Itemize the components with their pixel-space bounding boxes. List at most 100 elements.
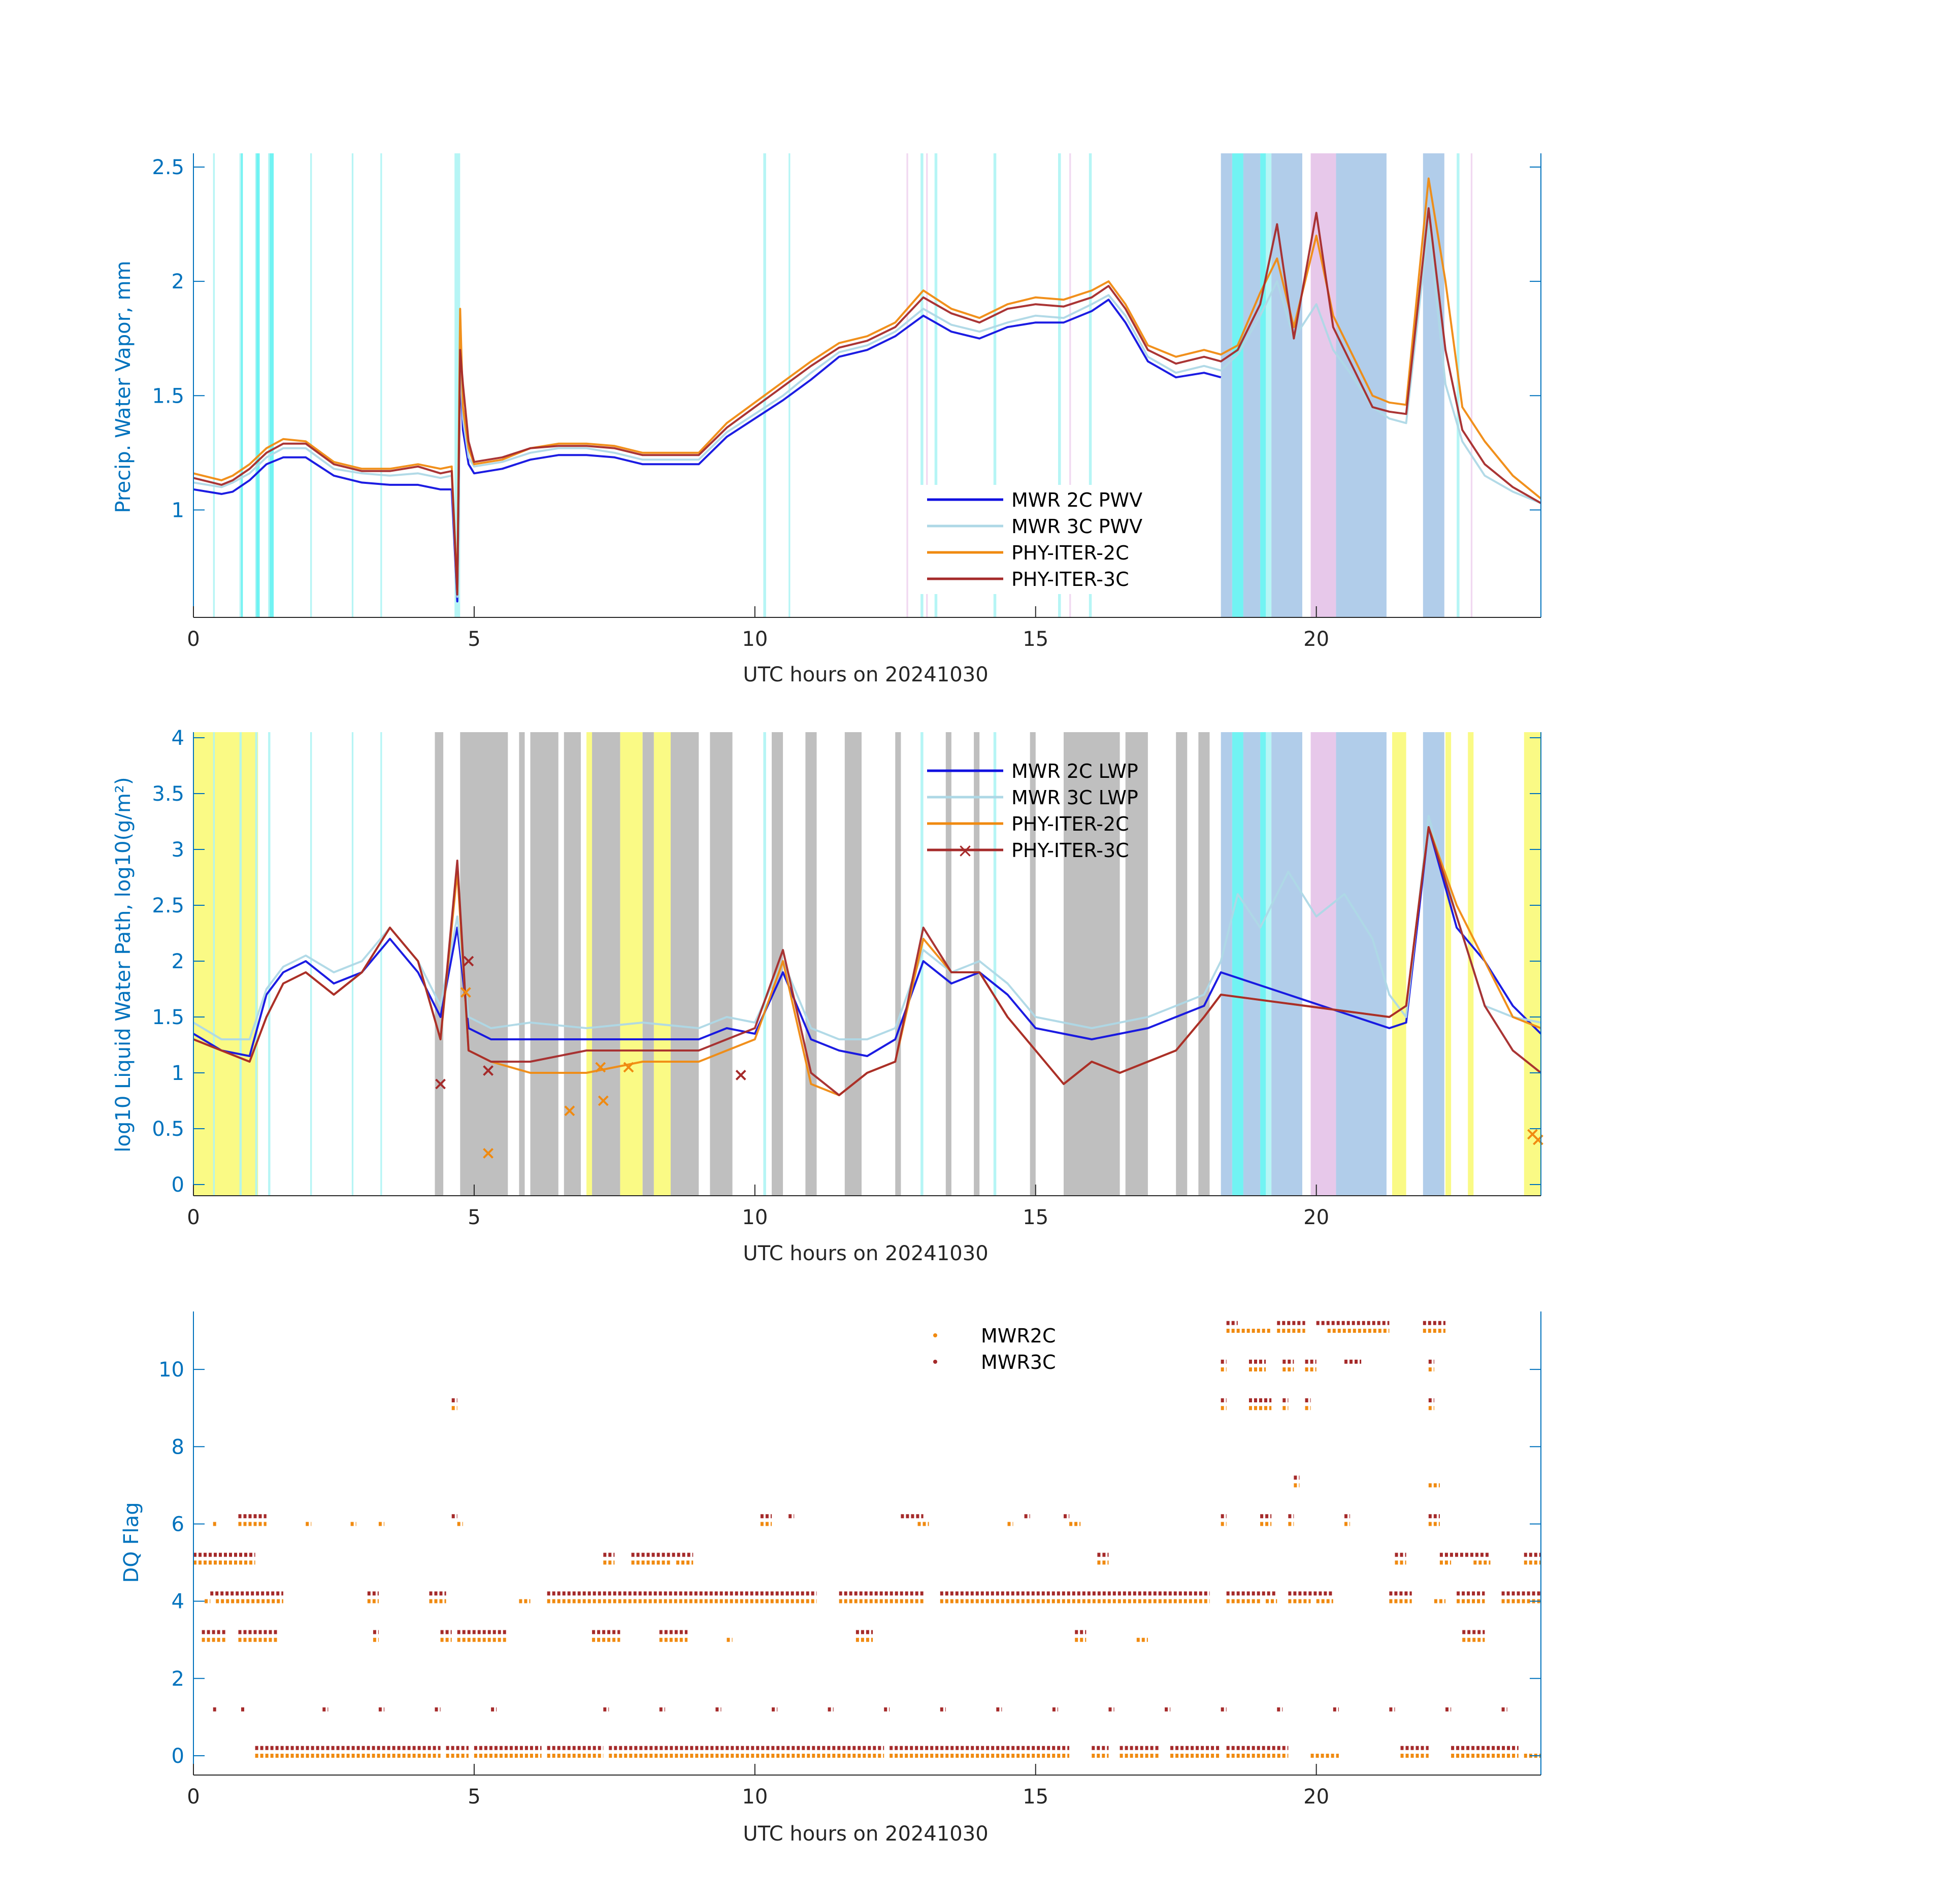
- shade-band-light_cyan: [255, 153, 257, 617]
- shade-band-light_cyan: [763, 153, 766, 617]
- shade-band-blue: [1221, 732, 1232, 1196]
- pwv-series-layer: [193, 177, 1542, 603]
- shade-band-light_cyan: [351, 153, 354, 617]
- lwp-ylabel: log10 Liquid Water Path, log10(g/m²): [112, 777, 135, 1152]
- x-tick-label: 20: [1303, 1206, 1329, 1229]
- x-tick-label: 20: [1303, 1785, 1329, 1809]
- shade-band-light_cyan: [310, 732, 312, 1196]
- marker-x-phy-iter-3c: [435, 1078, 446, 1090]
- y-tick-label: 4: [172, 727, 184, 750]
- marker-x-phy-iter-3c: [483, 1065, 493, 1076]
- dq-xlabel: UTC hours on 20241030: [743, 1822, 988, 1846]
- shade-band-light_cyan: [1058, 153, 1061, 617]
- shade-band-gray: [1064, 732, 1120, 1196]
- shade-band-gray: [1125, 732, 1148, 1196]
- shade-band-gray: [642, 732, 654, 1196]
- shade-band-cyan: [270, 153, 274, 617]
- marker-x-phy-iter-3c: [463, 956, 474, 967]
- shade-band-pink: [1310, 732, 1336, 1196]
- shade-band-gray: [671, 732, 699, 1196]
- shade-band-light_cyan: [1089, 153, 1092, 617]
- x-tick-label: 10: [742, 1785, 768, 1809]
- dq-ylabel: DQ Flag: [120, 1502, 143, 1583]
- shade-band-gray: [844, 732, 862, 1196]
- lwp-series-layer: [192, 815, 1542, 1096]
- pwv-legend-label-mwr3c: MWR 3C PWV: [1011, 515, 1142, 538]
- lwp-legend-marker-phy3c: ×: [957, 839, 973, 862]
- y-tick-label: 2.5: [152, 156, 184, 179]
- dq-legend-label-mwr3c: MWR3C: [981, 1351, 1056, 1373]
- shade-band-light_cyan: [310, 153, 312, 617]
- x-tick-label: 15: [1023, 1785, 1048, 1809]
- shade-band-yellow: [620, 732, 643, 1196]
- shade-band-light_cyan: [934, 153, 938, 617]
- shade-band-light_cyan: [239, 732, 242, 1196]
- shade-band-cyan: [1232, 153, 1243, 617]
- series-line-mwr-3c-pwv: [193, 223, 1541, 598]
- pwv-shading-layer: [213, 153, 1473, 617]
- lwp-marker-layer: [435, 956, 1543, 1159]
- shade-band-light_cyan: [268, 153, 271, 617]
- lwp-legend-label-phy3c: PHY-ITER-3C: [1011, 839, 1129, 862]
- marker-x-phy-iter-2c: [598, 1095, 609, 1106]
- marker-x-phy-iter-2c: [623, 1062, 634, 1073]
- panel-pwv: 0 5 10 15 20 1 1.5 2 2.5 UTC hours on 20241030 P…: [112, 153, 1542, 686]
- shade-band-cyan: [1260, 732, 1266, 1196]
- dq-legend: MWR2C MWR3C: [933, 1325, 1056, 1373]
- shade-band-blue: [1221, 153, 1232, 617]
- shade-band-cyan: [1260, 153, 1266, 617]
- x-tick-label: 5: [468, 1206, 480, 1229]
- shade-band-yellow: [1445, 732, 1452, 1196]
- pwv-xlabel: UTC hours on 20241030: [743, 663, 988, 686]
- y-tick-label: 4: [172, 1590, 184, 1614]
- x-tick-label: 20: [1303, 628, 1329, 651]
- shade-band-light_cyan: [1266, 732, 1272, 1196]
- marker-x-phy-iter-3c: [735, 1069, 746, 1080]
- shade-band-light_pink: [1470, 153, 1473, 617]
- marker-x-phy-iter-2c: [483, 1147, 493, 1159]
- shade-band-gray: [974, 732, 980, 1196]
- y-tick-label: 10: [158, 1358, 184, 1382]
- lwp-shading-layer: [193, 732, 1541, 1196]
- shade-band-gray: [945, 732, 951, 1196]
- x-tick-label: 0: [187, 1785, 200, 1809]
- shade-band-light_cyan: [213, 732, 215, 1196]
- dq-legend-dot-mwr3c: [933, 1360, 937, 1364]
- lwp-legend: MWR 2C LWP MWR 3C LWP PHY-ITER-2C × PHY-…: [927, 760, 1138, 862]
- shade-band-blue: [1271, 153, 1302, 617]
- x-tick-label: 5: [468, 1785, 480, 1809]
- shade-band-gray: [564, 732, 581, 1196]
- pwv-legend: MWR 2C PWV MWR 3C PWV PHY-ITER-2C PHY-IT…: [919, 485, 1158, 594]
- x-tick-label: 15: [1023, 1206, 1048, 1229]
- shade-band-light_cyan: [268, 732, 271, 1196]
- shade-band-light_pink: [1069, 153, 1071, 617]
- lwp-xlabel: UTC hours on 20241030: [743, 1242, 988, 1265]
- shade-band-light_pink: [926, 153, 928, 617]
- y-tick-label: 2: [172, 950, 184, 973]
- shade-band-light_cyan: [255, 732, 257, 1196]
- shade-band-gray: [460, 732, 508, 1196]
- shade-band-gray: [710, 732, 733, 1196]
- panel-dq: 0 5 10 15 20 0 2 4 6 8 10 UTC hours on 20241030 DQ…: [120, 1311, 1541, 1846]
- y-tick-label: 0.5: [152, 1118, 184, 1141]
- y-tick-label: 2.5: [152, 894, 184, 917]
- dq-axes-layer: 0 5 10 15 20 0 2 4 6 8 10: [158, 1311, 1541, 1809]
- shade-band-light_cyan: [1457, 153, 1460, 617]
- shade-band-yellow: [1392, 732, 1406, 1196]
- shade-band-gray: [1030, 732, 1036, 1196]
- shade-band-blue: [1271, 732, 1302, 1196]
- pwv-ylabel: Precip. Water Vapor, mm: [112, 261, 135, 513]
- shade-band-yellow: [193, 732, 258, 1196]
- pwv-legend-label-phy3c: PHY-ITER-3C: [1011, 568, 1129, 590]
- lwp-legend-label-mwr3c: MWR 3C LWP: [1011, 786, 1138, 809]
- y-tick-label: 3: [172, 838, 184, 862]
- pwv-legend-label-mwr2c: MWR 2C PWV: [1011, 489, 1142, 511]
- y-tick-label: 1: [172, 1062, 184, 1085]
- y-tick-label: 0: [172, 1745, 184, 1768]
- marker-x-phy-iter-2c: [595, 1062, 606, 1073]
- shade-band-light_cyan: [454, 153, 460, 617]
- x-tick-label: 5: [468, 628, 480, 651]
- shade-band-light_cyan: [993, 153, 997, 617]
- shade-band-gray: [1198, 732, 1210, 1196]
